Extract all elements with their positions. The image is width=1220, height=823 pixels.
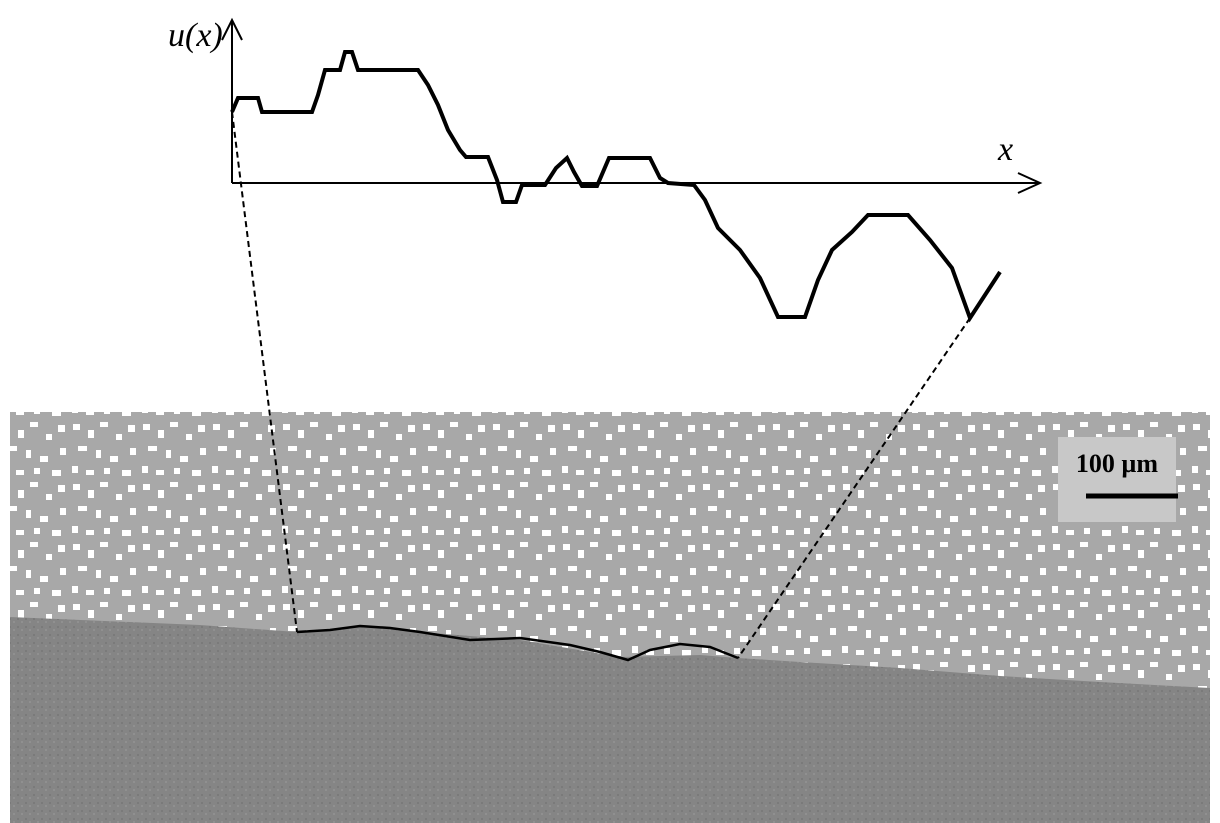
connector (231, 111, 298, 633)
scale-bar-label: 100 µm (1076, 449, 1158, 478)
scale-bar-box (1058, 437, 1176, 522)
y-arrow (221, 17, 243, 41)
x-arrow (1017, 172, 1043, 194)
dark-region (10, 617, 1210, 823)
y-axis-label: u(x) (168, 17, 223, 54)
connector (737, 317, 971, 659)
interface-line (296, 624, 739, 662)
profile-curve (230, 50, 1002, 323)
x-axis-label: x (997, 131, 1013, 168)
